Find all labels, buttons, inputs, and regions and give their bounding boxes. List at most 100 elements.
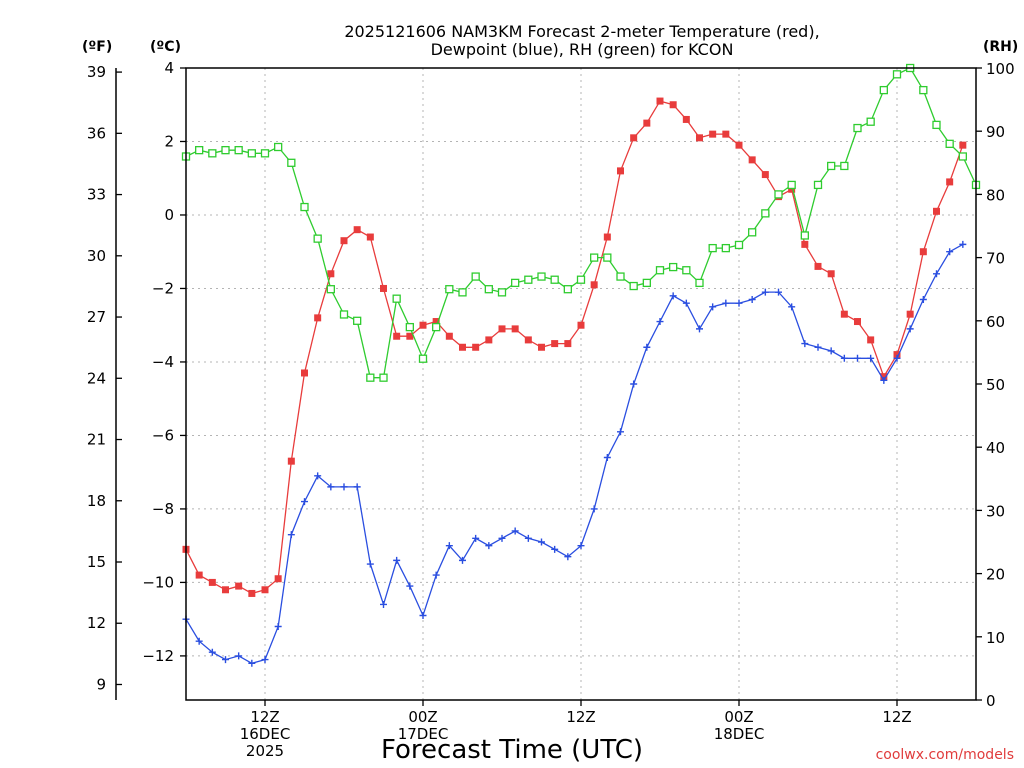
dewpoint-point bbox=[748, 295, 756, 303]
dewpoint-point bbox=[827, 347, 835, 355]
temperature-point bbox=[696, 134, 703, 142]
fahrenheit-tick-label: 9 bbox=[96, 675, 106, 693]
rh-tick-label: 40 bbox=[986, 439, 1005, 457]
series-2-line bbox=[185, 243, 964, 664]
temperature-point bbox=[906, 310, 914, 318]
celsius-tick-label: −4 bbox=[152, 353, 174, 371]
temperature-point bbox=[827, 270, 835, 278]
celsius-tick-label: −12 bbox=[142, 647, 174, 665]
rh-point bbox=[708, 243, 717, 253]
rh-point bbox=[445, 285, 454, 294]
rh-point bbox=[576, 275, 586, 284]
celsius-tick-label: −2 bbox=[152, 279, 174, 297]
time-tick-label: 12Z bbox=[566, 708, 595, 726]
rh-point bbox=[734, 240, 744, 250]
temperature-point bbox=[459, 343, 466, 351]
rh-point bbox=[379, 373, 388, 382]
rh-point bbox=[287, 158, 296, 167]
dewpoint-point bbox=[511, 527, 519, 535]
dewpoint-point bbox=[840, 354, 848, 362]
rh-point bbox=[313, 234, 322, 243]
dewpoint-point bbox=[366, 560, 374, 568]
rh-point bbox=[484, 285, 493, 294]
rh-point bbox=[432, 322, 441, 332]
time-tick-label: 12Z bbox=[882, 708, 911, 726]
dewpoint-point bbox=[340, 483, 348, 491]
temperature-point bbox=[287, 457, 295, 465]
rh-point bbox=[563, 285, 572, 294]
dewpoint-point bbox=[208, 648, 216, 656]
unit-rh-label: (RH) bbox=[983, 39, 1018, 55]
dewpoint-point bbox=[195, 637, 203, 645]
rh-point bbox=[642, 278, 651, 288]
rh-point bbox=[866, 117, 875, 126]
temperature-point bbox=[551, 340, 559, 348]
temperature-point bbox=[854, 318, 861, 326]
time-tick-label: 16DEC bbox=[240, 725, 291, 743]
temperature-point bbox=[340, 237, 348, 245]
dewpoint-point bbox=[696, 325, 703, 333]
rh-tick-label: 60 bbox=[986, 313, 1005, 331]
rh-point bbox=[497, 288, 507, 297]
dewpoint-point bbox=[327, 483, 335, 491]
dewpoint-point bbox=[551, 545, 559, 553]
rh-point bbox=[813, 180, 823, 190]
rh-point bbox=[892, 70, 902, 79]
dewpoint-point bbox=[893, 354, 901, 362]
dewpoint-point bbox=[735, 299, 743, 307]
rh-point bbox=[682, 266, 691, 275]
rh-point bbox=[392, 294, 401, 303]
dewpoint-point bbox=[617, 428, 624, 436]
dewpoint-point bbox=[867, 354, 875, 362]
temperature-point bbox=[682, 115, 690, 123]
dewpoint-point bbox=[643, 343, 651, 351]
temperature-point bbox=[485, 336, 493, 344]
fahrenheit-tick-label: 36 bbox=[87, 124, 106, 142]
dewpoint-point bbox=[722, 299, 730, 307]
rh-point bbox=[260, 149, 270, 158]
celsius-tick-label: −10 bbox=[142, 573, 174, 591]
fahrenheit-tick-label: 39 bbox=[87, 63, 106, 81]
rh-point bbox=[195, 146, 204, 155]
rh-tick-label: 70 bbox=[986, 250, 1005, 268]
temperature-point bbox=[617, 167, 624, 175]
temperature-point bbox=[327, 270, 335, 278]
rh-point bbox=[879, 85, 888, 95]
time-tick-label: 18DEC bbox=[714, 725, 765, 743]
rh-point bbox=[590, 253, 599, 262]
temperature-point bbox=[366, 233, 374, 241]
dewpoint-point bbox=[669, 292, 677, 300]
time-tick-label: 00Z bbox=[408, 708, 437, 726]
dewpoint-point bbox=[485, 542, 493, 550]
dewpoint-point bbox=[761, 288, 769, 296]
dewpoint-point bbox=[472, 534, 480, 542]
rh-point bbox=[919, 85, 928, 95]
rh-point bbox=[932, 120, 941, 130]
rh-point bbox=[629, 281, 638, 291]
dewpoint-point bbox=[538, 538, 545, 546]
temperature-point bbox=[722, 130, 730, 138]
rh-point bbox=[537, 272, 546, 281]
rh-point bbox=[669, 262, 678, 272]
temperature-point bbox=[919, 248, 927, 256]
dewpoint-point bbox=[432, 571, 440, 579]
rh-point bbox=[603, 253, 612, 262]
celsius-tick-label: −6 bbox=[152, 426, 174, 444]
dewpoint-point bbox=[709, 303, 717, 311]
time-tick-label: 00Z bbox=[724, 708, 753, 726]
rh-point bbox=[234, 146, 243, 155]
fahrenheit-tick-label: 27 bbox=[87, 308, 106, 326]
dewpoint-point bbox=[459, 556, 466, 564]
rh-point bbox=[511, 278, 520, 288]
rh-point bbox=[827, 161, 836, 171]
rh-point bbox=[274, 142, 283, 152]
temperature-point bbox=[208, 578, 216, 586]
dewpoint-point bbox=[630, 380, 638, 388]
dewpoint-point bbox=[801, 340, 809, 348]
dewpoint-point bbox=[933, 270, 940, 278]
temperature-point bbox=[538, 343, 545, 351]
rh-tick-label: 50 bbox=[986, 376, 1005, 394]
temperature-point bbox=[261, 586, 269, 594]
temperature-point bbox=[577, 321, 585, 329]
